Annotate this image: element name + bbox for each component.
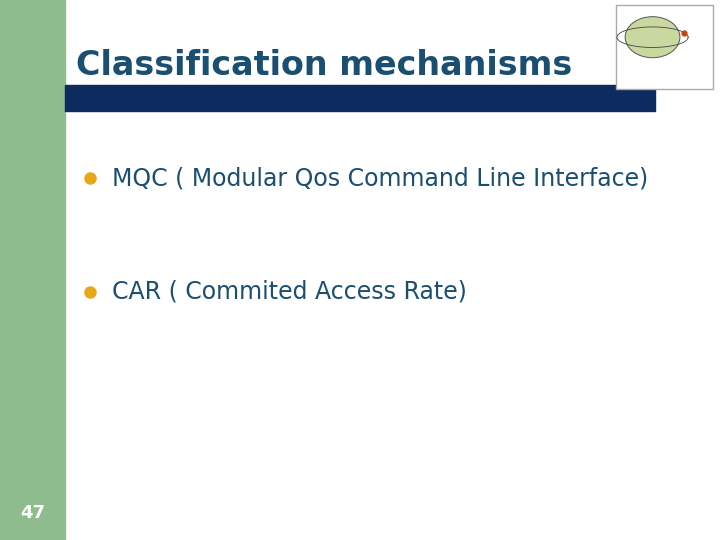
Text: CAR ( Commited Access Rate): CAR ( Commited Access Rate) [112, 280, 467, 303]
Bar [65, 85, 655, 111]
Text: N: N [692, 41, 698, 50]
Bar [0, 0, 65, 540]
Text: 47: 47 [20, 504, 45, 522]
Circle shape [625, 17, 680, 58]
Text: EAET: EAET [640, 71, 665, 82]
Text: E: E [693, 56, 698, 65]
Bar [616, 5, 713, 89]
Text: G: G [692, 11, 699, 20]
Text: Classification mechanisms: Classification mechanisms [76, 49, 572, 82]
Text: T: T [693, 71, 698, 80]
Text: MQC ( Modular Qos Command Line Interface): MQC ( Modular Qos Command Line Interface… [112, 166, 648, 190]
Text: R: R [692, 26, 698, 35]
